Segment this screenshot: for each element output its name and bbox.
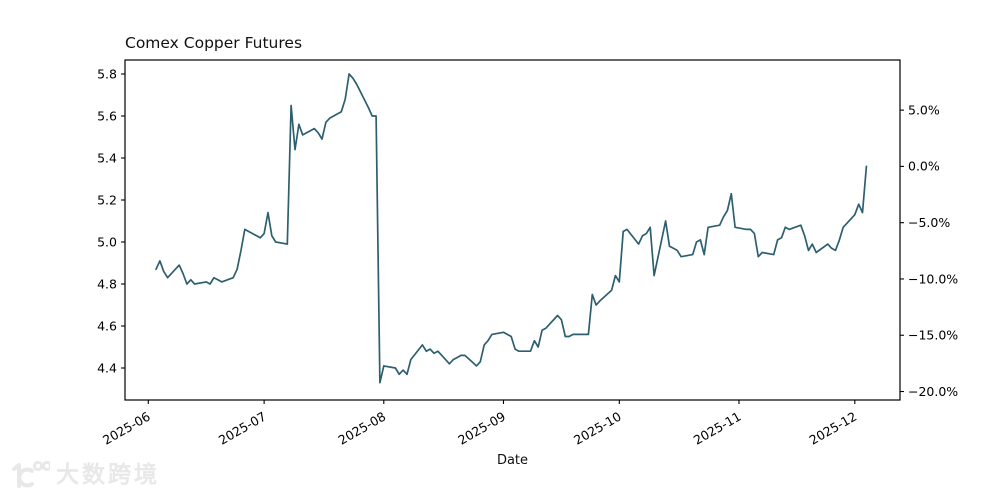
y-tick-label-right: −15.0% xyxy=(908,328,958,343)
y-tick-label-left: 5.8 xyxy=(97,66,117,81)
x-tick-label: 2025-08 xyxy=(336,409,389,448)
y-tick-label-left: 4.8 xyxy=(97,276,117,291)
x-tick-label: 2025-11 xyxy=(691,409,744,448)
y-tick-label-left: 4.4 xyxy=(97,360,117,375)
x-tick-label: 2025-06 xyxy=(100,409,153,448)
x-axis-label: Date xyxy=(496,453,529,468)
y-tick-label-left: 5.6 xyxy=(97,108,117,123)
x-tick-label: 2025-07 xyxy=(216,409,269,448)
y-tick-label-right: 0.0% xyxy=(908,159,940,174)
price-line xyxy=(155,73,868,384)
x-tick-label: 2025-10 xyxy=(571,409,624,448)
y-tick-label-left: 5.2 xyxy=(97,192,117,207)
y-tick-label-right: −10.0% xyxy=(908,271,958,286)
y-axis-left: 5.8 5.6 5.4 5.2 5.0 4.8 4.6 4.4 xyxy=(97,66,125,375)
y-tick-label-right: 5.0% xyxy=(908,102,940,117)
watermark: 大数跨境 xyxy=(10,459,160,491)
x-tick-label: 2025-12 xyxy=(807,409,860,448)
y-tick-label-right: −20.0% xyxy=(908,384,958,399)
plot-border xyxy=(124,59,901,401)
chart-title: Comex Copper Futures xyxy=(125,34,303,52)
watermark-text: 大数跨境 xyxy=(56,461,160,488)
y-tick-label-left: 4.6 xyxy=(97,318,117,333)
y-tick-label-left: 5.0 xyxy=(97,234,117,249)
x-axis: 2025-06 2025-07 2025-08 2025-09 2025-10 2025-… xyxy=(100,400,859,448)
y-tick-label-left: 5.4 xyxy=(97,150,117,165)
y-tick-label-right: −5.0% xyxy=(908,215,950,230)
y-axis-right: 5.0% 0.0% −5.0% −10.0% −15.0% −20.0% xyxy=(900,102,958,399)
watermark-logo-icon xyxy=(12,460,50,488)
x-tick-label: 2025-09 xyxy=(455,409,508,448)
